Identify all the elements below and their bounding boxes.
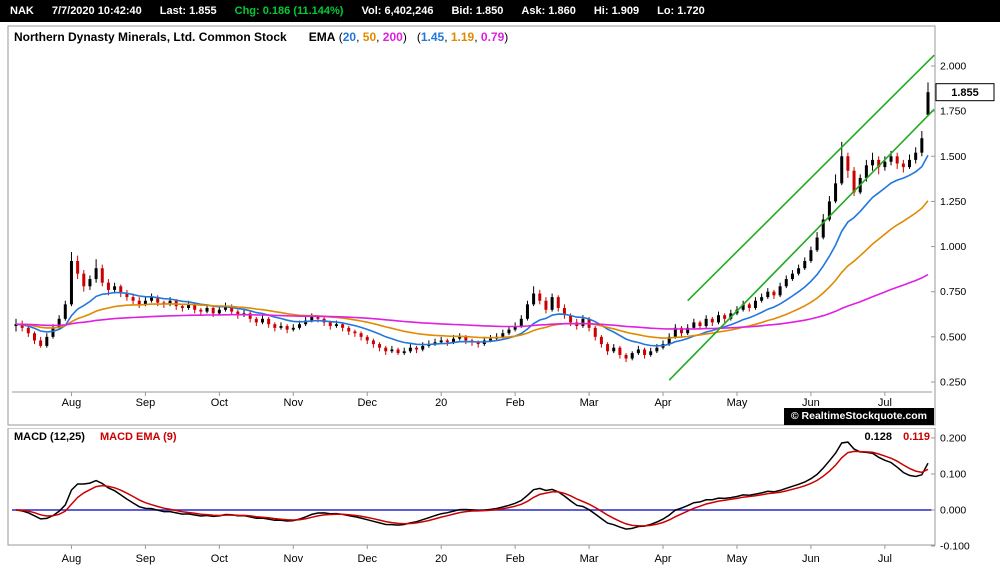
macd-label: MACD (12,25) <box>14 431 85 443</box>
quote-bar: NAK 7/7/2020 10:42:40 Last: 1.855 Chg: 0.18… <box>0 0 1000 22</box>
svg-text:0.750: 0.750 <box>940 286 966 298</box>
chart-title: Northern Dynasty Minerals, Ltd. Common S… <box>14 30 287 44</box>
svg-text:1.750: 1.750 <box>940 106 966 118</box>
macd-line <box>15 441 929 530</box>
trend-line-1 <box>668 108 935 381</box>
ema-legend-item: 50 <box>362 30 377 44</box>
ema-legend-item: 1.19 <box>450 30 475 44</box>
ema-legend-item: 20 <box>342 30 357 44</box>
quote-ask: Ask: 1.860 <box>521 5 576 17</box>
svg-text:0.100: 0.100 <box>940 469 966 481</box>
svg-text:1.250: 1.250 <box>940 196 966 208</box>
svg-text:0.200: 0.200 <box>940 433 966 445</box>
watermark-link[interactable]: © RealtimeStockquote.com <box>783 408 934 425</box>
quote-symbol: NAK <box>10 5 34 17</box>
svg-text:Nov: Nov <box>284 553 304 565</box>
svg-text:Feb: Feb <box>506 553 525 565</box>
trend-line-2 <box>687 54 935 302</box>
svg-text:Nov: Nov <box>284 397 304 409</box>
svg-text:1.000: 1.000 <box>940 241 966 253</box>
macd-value: 0.128 <box>864 431 893 443</box>
ema-legend-item: 1.45 <box>420 30 445 44</box>
svg-text:Sep: Sep <box>136 553 156 565</box>
svg-text:Aug: Aug <box>62 553 82 565</box>
svg-text:Apr: Apr <box>654 397 671 409</box>
svg-text:Apr: Apr <box>654 553 671 565</box>
ema-20-line <box>15 154 929 347</box>
ema-50-line <box>15 200 929 339</box>
macd-signal-value: 0.119 <box>903 431 930 443</box>
svg-text:Jul: Jul <box>878 553 892 565</box>
price-panel-border <box>7 25 936 426</box>
svg-text:Oct: Oct <box>211 397 228 409</box>
macd-signal-line <box>15 450 929 527</box>
macd-header: MACD (12,25) MACD EMA (9) <box>14 431 177 443</box>
svg-text:Jul: Jul <box>878 397 892 409</box>
quote-change: Chg: 0.186 (11.144%) <box>234 5 344 17</box>
svg-text:Jun: Jun <box>802 397 820 409</box>
svg-text:Sep: Sep <box>136 397 156 409</box>
svg-text:May: May <box>727 553 748 565</box>
quote-datetime: 7/7/2020 10:42:40 <box>51 5 142 17</box>
svg-text:1.855: 1.855 <box>951 87 979 99</box>
macd-chart: 0.200 0.100 0.000 -0.100 Aug Sep Oct Nov Dec 20 Fe… <box>7 428 970 565</box>
svg-text:0.500: 0.500 <box>940 331 966 343</box>
last-price-box: 1.855 <box>935 83 995 102</box>
svg-text:0.000: 0.000 <box>940 505 966 517</box>
quote-bid: Bid: 1.850 <box>451 5 504 17</box>
ema-legend-periods: (20, 50, 200) <box>338 30 407 44</box>
svg-text:Dec: Dec <box>357 553 377 565</box>
svg-text:0.250: 0.250 <box>940 377 966 389</box>
svg-text:Feb: Feb <box>506 397 525 409</box>
svg-text:May: May <box>727 397 748 409</box>
chart-header: Northern Dynasty Minerals, Ltd. Common S… <box>14 30 508 44</box>
macd-panel-border <box>7 428 936 546</box>
svg-text:20: 20 <box>435 397 447 409</box>
svg-text:-0.100: -0.100 <box>940 541 970 553</box>
svg-text:Mar: Mar <box>580 553 599 565</box>
quote-volume: Vol: 6,402,246 <box>361 5 434 17</box>
macd-axis: 0.200 0.100 0.000 -0.100 <box>931 433 970 553</box>
macd-current-values: 0.128 0.119 <box>856 431 930 443</box>
svg-text:20: 20 <box>435 553 447 565</box>
svg-text:Jun: Jun <box>802 553 820 565</box>
svg-text:Aug: Aug <box>62 397 82 409</box>
svg-text:1.500: 1.500 <box>940 151 966 163</box>
price-chart: 2.000 1.750 1.500 1.250 1.000 0.750 0.500 0.250… <box>7 25 995 426</box>
svg-text:Oct: Oct <box>211 553 228 565</box>
svg-text:Mar: Mar <box>580 397 599 409</box>
svg-text:Dec: Dec <box>357 397 377 409</box>
ema-legend-item: 200 <box>382 30 403 44</box>
macd-month-axis: Aug Sep Oct Nov Dec 20 Feb Mar Apr May Jun Jul <box>62 545 892 565</box>
macd-signal-label: MACD EMA (9) <box>99 431 177 443</box>
price-axis: 2.000 1.750 1.500 1.250 1.000 0.750 0.500 0.250 <box>931 61 966 389</box>
ema-legend-item: 0.79 <box>480 30 505 44</box>
quote-hi: Hi: 1.909 <box>593 5 640 17</box>
ema-200-line <box>15 273 929 330</box>
quote-lo: Lo: 1.720 <box>657 5 705 17</box>
ema-legend-label: EMA <box>308 30 336 44</box>
ema-legend-values: (1.45, 1.19, 0.79) <box>416 30 509 44</box>
svg-text:2.000: 2.000 <box>940 61 966 73</box>
month-axis: Aug Sep Oct Nov Dec 20 Feb Mar Apr May Jun Jul <box>62 392 892 409</box>
quote-last: Last: 1.855 <box>159 5 217 17</box>
